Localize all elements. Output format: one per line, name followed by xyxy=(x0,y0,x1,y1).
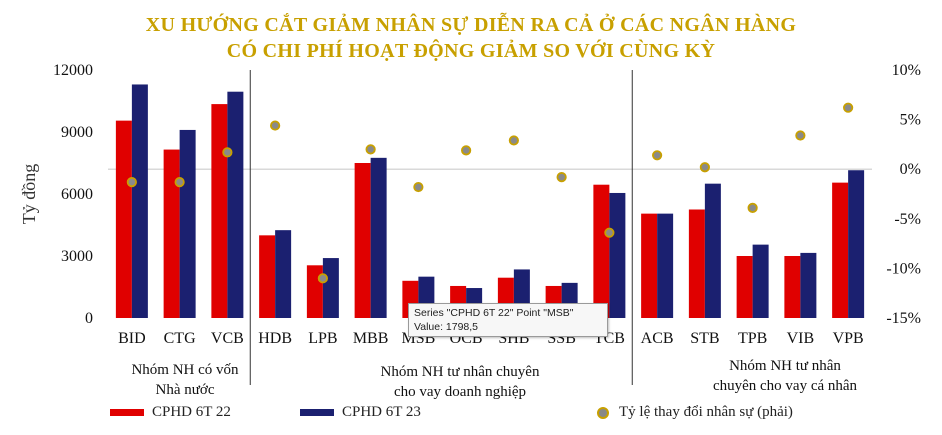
legend-label-s1: CPHD 6T 22 xyxy=(152,404,231,420)
x-tick-bid: BID xyxy=(118,330,146,347)
x-tick-lpb: LPB xyxy=(308,330,337,347)
group-label-retail-line2: chuyên cho vay cá nhân xyxy=(712,378,858,394)
dot-vpb xyxy=(843,102,854,113)
bar-s2-mbb xyxy=(370,157,387,318)
bar-s1-hdb xyxy=(259,235,276,318)
bar-s2-tpb xyxy=(752,244,769,318)
x-tick-acb: ACB xyxy=(641,330,674,347)
bar-s1-ctg xyxy=(163,149,180,318)
bar-s1-tpb xyxy=(736,256,753,318)
bar-s1-vib xyxy=(784,256,801,318)
x-tick-mbb: MBB xyxy=(353,330,389,347)
x-tick-vcb: VCB xyxy=(211,330,244,347)
group-label-retail: Nhóm NH tư nhân chuyên cho vay cá nhân xyxy=(680,356,890,396)
dot-ctg xyxy=(174,176,185,188)
dot-acb xyxy=(652,150,663,161)
dot-ssb xyxy=(556,172,567,183)
y2-tick-3: 0% xyxy=(900,161,921,178)
y-tick-0: 0 xyxy=(85,310,93,327)
legend-label-s3: Tỷ lệ thay đổi nhân sự (phải) xyxy=(619,404,793,420)
bar-s2-tcb xyxy=(609,192,626,318)
group-label-corporate-line1: Nhóm NH tư nhân chuyên xyxy=(380,364,540,380)
bar-s1-tcb xyxy=(593,184,610,318)
y-tick-2: 6000 xyxy=(61,186,93,203)
y-tick-1: 3000 xyxy=(61,248,93,265)
y2-tick-4: 5% xyxy=(900,112,921,129)
bar-s2-hdb xyxy=(275,230,292,318)
x-tick-tpb: TPB xyxy=(738,330,767,347)
dot-lpb xyxy=(317,273,328,284)
legend-item-s2: CPHD 6T 23 xyxy=(300,404,421,421)
legend-marker-s3 xyxy=(597,406,609,419)
legend-swatch-s1 xyxy=(110,409,144,416)
bar-s1-stb xyxy=(688,209,705,318)
dot-tcb xyxy=(604,227,615,238)
bar-s2-vib xyxy=(800,252,817,318)
bar-s2-lpb xyxy=(322,258,339,318)
dot-msb xyxy=(413,181,424,193)
y-tick-4: 12000 xyxy=(53,62,93,79)
legend-item-s1: CPHD 6T 22 xyxy=(110,404,231,421)
bar-s1-vcb xyxy=(211,104,228,318)
bar-s1-acb xyxy=(641,213,658,318)
group-label-corporate: Nhóm NH tư nhân chuyên cho vay doanh ngh… xyxy=(325,362,595,402)
group-label-state-line1: Nhóm NH có vốn xyxy=(131,362,239,378)
dot-hdb xyxy=(270,120,281,131)
dot-mbb xyxy=(365,144,376,155)
bar-s2-ctg xyxy=(179,129,196,318)
dot-bid xyxy=(126,176,137,188)
legend-label-s2: CPHD 6T 23 xyxy=(342,404,421,420)
bar-s1-bid xyxy=(115,120,132,318)
bar-s2-acb xyxy=(657,213,674,318)
dot-vib xyxy=(795,130,806,141)
bar-s1-mbb xyxy=(354,163,371,318)
y-tick-3: 9000 xyxy=(61,124,93,141)
bar-s2-bid xyxy=(131,84,148,318)
x-tick-stb: STB xyxy=(690,330,719,347)
bar-s1-lpb xyxy=(306,265,323,318)
x-tick-ctg: CTG xyxy=(164,330,196,347)
dot-stb xyxy=(699,162,710,173)
tooltip-line1: Series "CPHD 6T 22" Point "MSB" xyxy=(414,307,574,319)
y2-tick-2: -5% xyxy=(894,211,921,228)
dot-ocb xyxy=(461,145,472,156)
chart-title-line2: CÓ CHI PHÍ HOẠT ĐỘNG GIẢM SO VỚI CÙNG KỲ xyxy=(226,40,716,62)
group-label-corporate-line2: cho vay doanh nghiệp xyxy=(393,384,527,400)
y-axis-label: Tỷ đồng xyxy=(19,164,39,225)
group-label-state: Nhóm NH có vốn Nhà nước xyxy=(90,360,280,400)
x-tick-vpb: VPB xyxy=(833,330,864,347)
bar-s1-vpb xyxy=(832,182,849,318)
dot-shb xyxy=(508,135,519,146)
bar-s2-vpb xyxy=(848,170,865,318)
bar-s2-vcb xyxy=(227,91,244,318)
x-tick-vib: VIB xyxy=(787,330,815,347)
tooltip-line2: Value: 1798,5 xyxy=(414,321,479,333)
y2-tick-0: -15% xyxy=(886,310,921,327)
group-label-state-line2: Nhà nước xyxy=(155,382,215,398)
y2-tick-1: -10% xyxy=(886,260,921,277)
legend-swatch-s2 xyxy=(300,409,334,416)
bar-s2-stb xyxy=(704,183,721,318)
group-label-retail-line1: Nhóm NH tư nhân xyxy=(729,358,841,374)
y2-tick-5: 10% xyxy=(892,62,921,79)
dot-tpb xyxy=(747,202,758,213)
x-tick-hdb: HDB xyxy=(258,330,292,347)
legend-item-s3: Tỷ lệ thay đổi nhân sự (phải) xyxy=(597,404,793,421)
tooltip: Series "CPHD 6T 22" Point "MSB" Value: 1… xyxy=(408,303,608,337)
chart-title-line1: XU HƯỚNG CẮT GIẢM NHÂN SỰ DIỄN RA CẢ Ở C… xyxy=(145,14,797,36)
dot-vcb xyxy=(222,147,233,158)
